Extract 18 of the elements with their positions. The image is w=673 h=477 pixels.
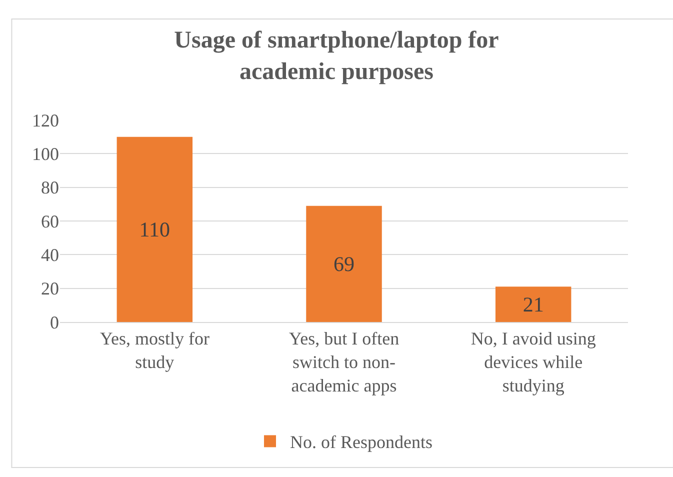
x-tick-label: Yes, but I often switch to non-academic apps (288, 328, 400, 396)
bar (306, 206, 382, 322)
y-tick-label: 80 (41, 178, 59, 198)
y-tick-label: 60 (41, 211, 59, 232)
y-tick-label: 100 (32, 144, 59, 164)
bar (116, 136, 193, 322)
chart-title: Usage of smartphone/laptop for academic purposes (174, 28, 500, 85)
bar (495, 286, 572, 322)
legend-label: No. of Respondents (290, 432, 432, 452)
data-label: 69 (334, 252, 354, 276)
x-tick-label: No, I avoid using devices while studying (470, 328, 596, 396)
y-tick-label: 20 (41, 278, 59, 299)
data-label: 110 (139, 217, 170, 242)
x-tick-label: Yes, mostly for study (100, 328, 210, 372)
y-tick-label: 120 (32, 110, 59, 130)
data-label: 21 (522, 292, 544, 316)
y-tick-label: 0 (50, 312, 59, 332)
y-tick-label: 40 (41, 244, 59, 265)
